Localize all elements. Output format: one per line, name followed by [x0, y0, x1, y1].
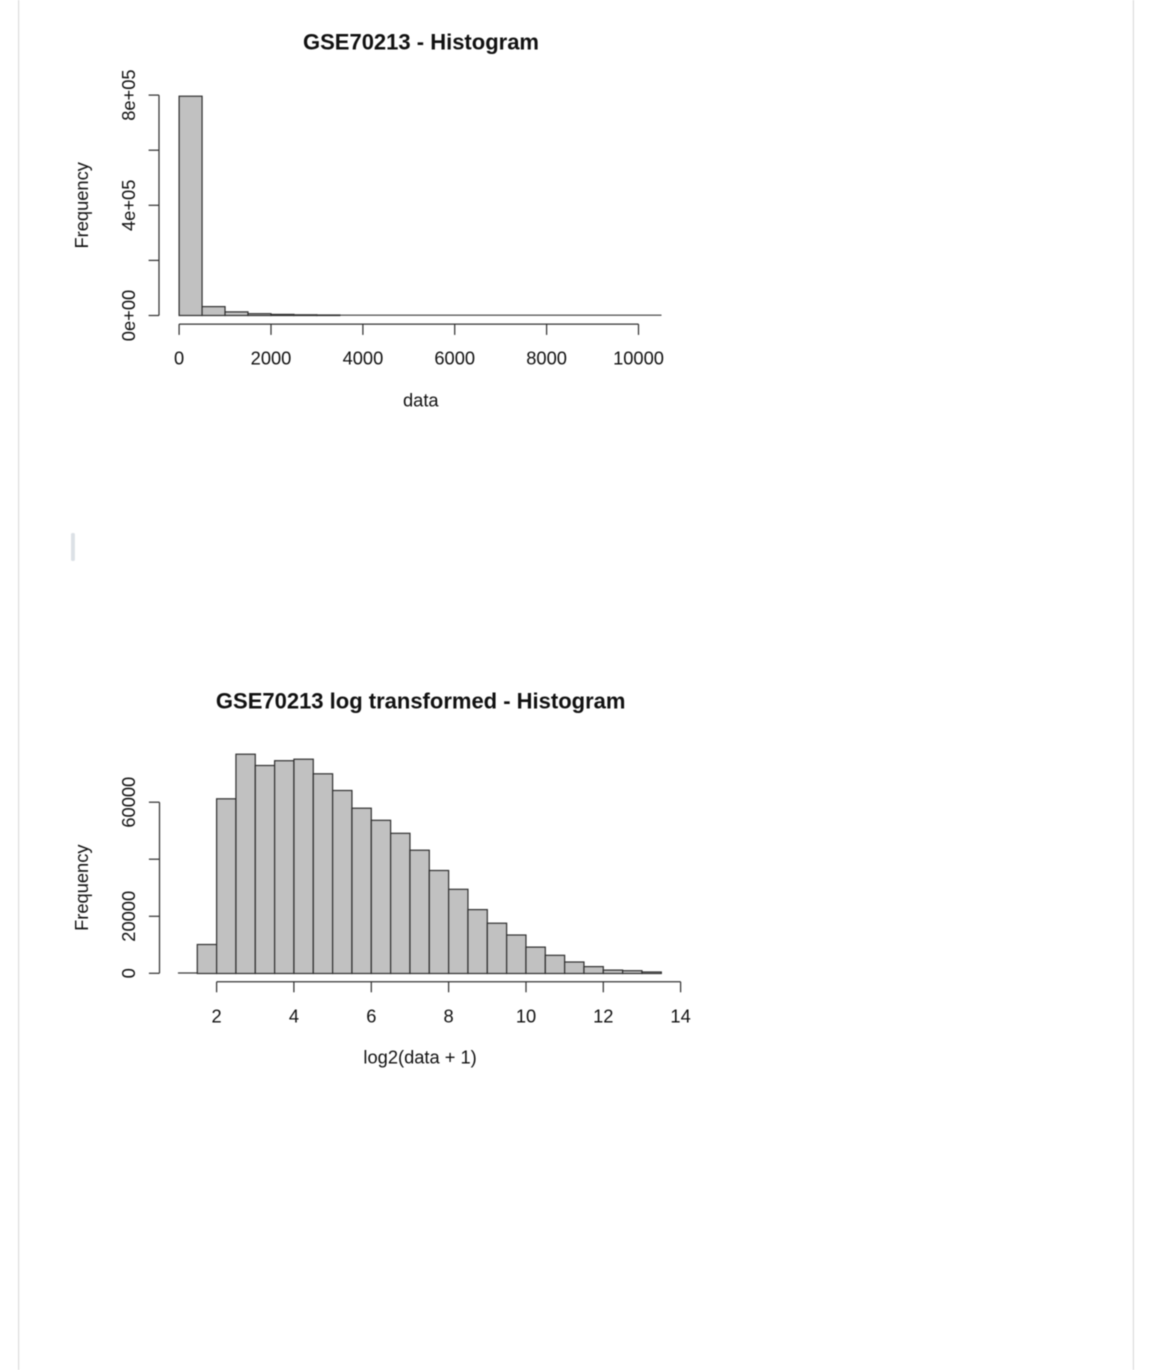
svg-text:6000: 6000 — [434, 348, 475, 369]
svg-text:4000: 4000 — [343, 348, 384, 369]
svg-text:20000: 20000 — [118, 891, 139, 942]
svg-text:10000: 10000 — [613, 348, 664, 369]
svg-text:2: 2 — [212, 1005, 222, 1026]
svg-text:10: 10 — [516, 1005, 536, 1026]
svg-text:data: data — [403, 389, 439, 410]
svg-text:14: 14 — [670, 1005, 690, 1026]
svg-text:GSE70213 - Histogram: GSE70213 - Histogram — [303, 30, 539, 55]
svg-text:log2(data + 1): log2(data + 1) — [363, 1047, 476, 1068]
svg-text:0e+00: 0e+00 — [118, 290, 139, 341]
svg-text:4: 4 — [289, 1005, 299, 1026]
svg-text:GSE70213 log transformed - His: GSE70213 log transformed - Histogram — [216, 689, 626, 714]
svg-text:8: 8 — [444, 1005, 454, 1026]
svg-text:0: 0 — [174, 348, 184, 369]
svg-text:6: 6 — [366, 1005, 376, 1026]
svg-text:60000: 60000 — [118, 777, 139, 828]
svg-text:Frequency: Frequency — [71, 844, 92, 931]
svg-text:Frequency: Frequency — [71, 161, 92, 248]
svg-text:0: 0 — [118, 968, 139, 978]
svg-text:4e+05: 4e+05 — [118, 180, 139, 231]
svg-text:2000: 2000 — [251, 348, 292, 369]
svg-text:8e+05: 8e+05 — [118, 69, 139, 120]
svg-text:8000: 8000 — [526, 348, 567, 369]
svg-text:12: 12 — [593, 1005, 613, 1026]
